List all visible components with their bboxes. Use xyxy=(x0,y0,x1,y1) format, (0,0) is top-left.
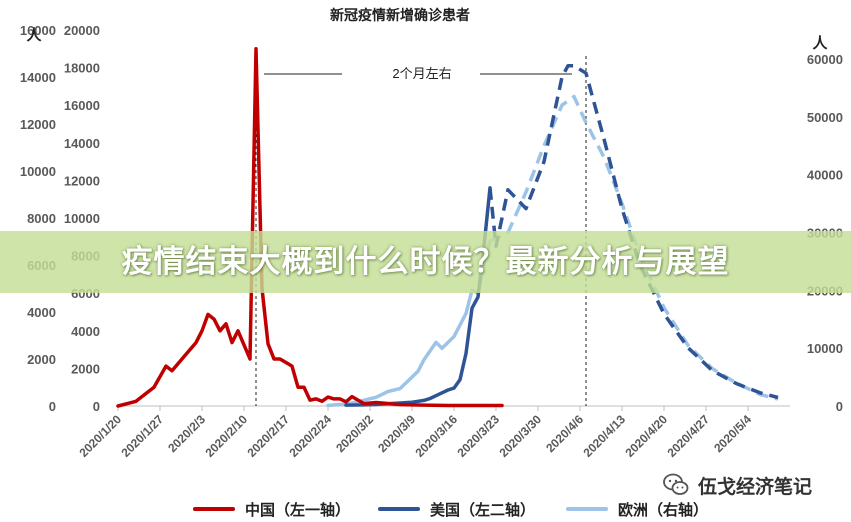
legend-item-usa: 美国（左二轴） xyxy=(378,497,535,521)
y-left-outer-tick-label: 4000 xyxy=(27,305,56,320)
y-left-inner-tick-label: 12000 xyxy=(64,173,100,188)
y-left-outer-tick-label: 12000 xyxy=(20,117,56,132)
x-tick-label: 2020/3/9 xyxy=(375,412,418,455)
y-left-inner-tick-label: 14000 xyxy=(64,136,100,151)
x-tick-label: 2020/2/24 xyxy=(286,412,334,460)
legend-swatch-china xyxy=(193,507,235,511)
legend-label-china: 中国（左一轴） xyxy=(245,501,351,519)
y-left-outer-tick-label: 10000 xyxy=(20,164,56,179)
banner-text: 疫情结束大概到什么时候？最新分析与展望 xyxy=(121,244,730,279)
legend: 中国（左一轴） 美国（左二轴） 欧洲（右轴） xyxy=(0,497,851,521)
x-tick-label: 2020/3/2 xyxy=(333,412,376,455)
x-tick-label: 2020/3/16 xyxy=(412,412,460,460)
y-left-outer-tick-label: 2000 xyxy=(27,352,56,367)
y-left-outer-tick-label: 16000 xyxy=(20,23,56,38)
x-tick-label: 2020/1/20 xyxy=(76,412,124,460)
x-tick-label: 2020/4/13 xyxy=(580,412,628,460)
y-left-inner-tick-label: 10000 xyxy=(64,211,100,226)
series-line-china xyxy=(116,47,504,408)
x-tick-label: 2020/5/4 xyxy=(711,412,754,455)
y-left-inner-tick-label: 18000 xyxy=(64,61,100,76)
annotation-text: 2个月左右 xyxy=(392,66,451,81)
legend-swatch-europe xyxy=(566,507,608,511)
y-right-tick-label: 10000 xyxy=(807,341,843,356)
x-tick-label: 2020/2/17 xyxy=(244,412,292,460)
title-banner: 疫情结束大概到什么时候？最新分析与展望 xyxy=(0,231,851,293)
wechat-icon xyxy=(663,473,689,495)
legend-swatch-usa xyxy=(378,507,420,511)
y-left-outer-tick-label: 8000 xyxy=(27,211,56,226)
y-right-tick-label: 40000 xyxy=(807,168,843,183)
y-left-inner-tick-label: 16000 xyxy=(64,98,100,113)
watermark-text: 伍戈经济笔记 xyxy=(698,476,813,498)
series-line-usa-forecast xyxy=(488,63,779,400)
x-tick-label: 2020/4/27 xyxy=(664,412,712,460)
left-axis-unit: 人 xyxy=(26,27,42,44)
legend-label-usa: 美国（左二轴） xyxy=(430,501,536,519)
y-left-inner-tick-label: 4000 xyxy=(71,324,100,339)
watermark: 伍戈经济笔记 xyxy=(662,470,812,500)
x-tick-label: 2020/3/23 xyxy=(454,412,502,460)
two-month-annotation: 2个月左右 xyxy=(264,66,572,81)
y-left-outer-tick-label: 14000 xyxy=(20,70,56,85)
x-tick-label: 2020/2/3 xyxy=(165,412,208,455)
legend-label-europe: 欧洲（右轴） xyxy=(618,501,709,519)
y-right-tick-label: 60000 xyxy=(807,52,843,67)
x-tick-label: 2020/2/10 xyxy=(202,412,250,460)
x-tick-label: 2020/1/27 xyxy=(118,412,166,460)
chart-title: 新冠疫情新增确诊患者 xyxy=(330,7,470,23)
y-right-tick-label: 50000 xyxy=(807,110,843,125)
right-axis-unit: 人 xyxy=(812,35,828,52)
y-left-inner-tick-label: 20000 xyxy=(64,23,100,38)
legend-item-china: 中国（左一轴） xyxy=(193,497,350,521)
y-left-inner-tick-label: 2000 xyxy=(71,361,100,376)
x-tick-label: 2020/4/20 xyxy=(622,412,670,460)
y-right-tick-label: 0 xyxy=(836,399,843,414)
y-left-outer-tick-label: 0 xyxy=(49,399,56,414)
legend-item-europe: 欧洲（右轴） xyxy=(566,497,708,521)
series-line-europe-actual xyxy=(326,239,492,408)
x-tick-label: 2020/3/30 xyxy=(496,412,544,460)
y-left-inner-tick-label: 0 xyxy=(93,399,100,414)
x-tick-label: 2020/4/6 xyxy=(543,412,586,455)
